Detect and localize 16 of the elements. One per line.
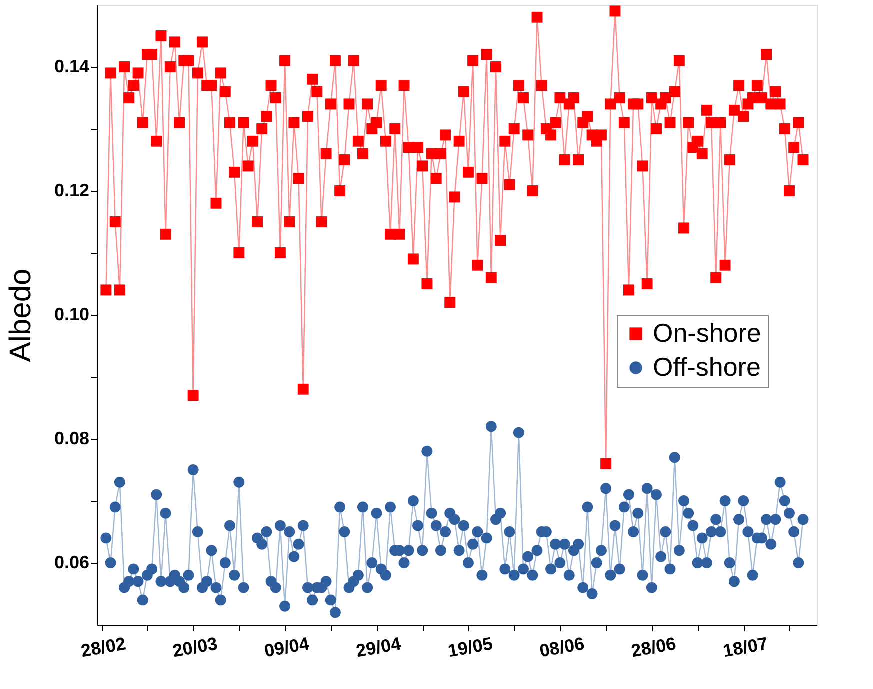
x-tick-label: 08/06 xyxy=(538,634,586,662)
x-tick-label: 28/02 xyxy=(80,634,128,662)
x-tick-label: 09/04 xyxy=(262,634,311,662)
y-tick-label: 0.14 xyxy=(54,56,90,76)
x-tick-label: 28/06 xyxy=(630,634,678,662)
y-tick-label: 0.06 xyxy=(54,552,90,572)
x-tick-label: 19/05 xyxy=(446,634,494,662)
y-axis-title: Albedo xyxy=(4,268,38,362)
x-tick-label: 20/03 xyxy=(171,634,220,662)
legend-label: On-shore xyxy=(653,318,762,348)
y-tick-label: 0.12 xyxy=(54,180,90,200)
y-tick-label: 0.08 xyxy=(54,428,90,448)
x-tick-label: 29/04 xyxy=(354,634,403,662)
x-tick-label: 18/07 xyxy=(722,634,770,662)
y-tick-label: 0.10 xyxy=(54,304,90,324)
legend-label: Off-shore xyxy=(653,352,761,382)
